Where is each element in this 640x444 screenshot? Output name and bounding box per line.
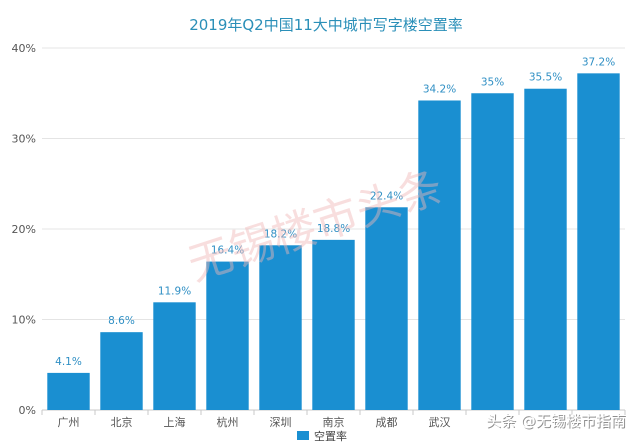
- bars: [47, 73, 620, 411]
- y-tick-label: 0%: [19, 404, 36, 417]
- y-tick-label: 40%: [12, 42, 36, 55]
- bar: [153, 302, 196, 410]
- data-label: 18.2%: [264, 228, 297, 240]
- source-credit: 头条 @无锡楼市指南: [486, 412, 626, 430]
- bar: [312, 239, 355, 410]
- legend-label: 空置率: [314, 429, 347, 443]
- data-label: 37.2%: [582, 56, 615, 68]
- y-axis: 0% 10% 20% 30% 40%: [12, 42, 36, 417]
- x-tick-label: 武汉: [429, 416, 451, 429]
- data-label: 35.5%: [529, 72, 562, 84]
- data-label: 8.6%: [108, 315, 135, 327]
- data-label: 4.1%: [55, 356, 82, 368]
- bar: [259, 245, 302, 410]
- data-label: 34.2%: [423, 83, 456, 95]
- bar: [418, 100, 461, 411]
- bar: [524, 88, 567, 410]
- value-labels: 4.1% 8.6% 11.9% 16.4% 18.2% 18.8% 22.4% 34.2% 35…: [55, 56, 615, 368]
- bar: [47, 372, 90, 410]
- x-tick-label: 上海: [164, 415, 186, 429]
- chart-title: 2019年Q2中国11大中城市写字楼空置率: [189, 16, 463, 34]
- bar: [206, 261, 249, 410]
- x-tick-label: 深圳: [270, 416, 292, 429]
- x-tick-label: 成都: [376, 416, 398, 429]
- data-label: 22.4%: [370, 190, 403, 202]
- bar: [365, 207, 408, 410]
- x-tick-label: 广州: [58, 416, 80, 429]
- x-axis: 广州 北京 上海 杭州 深圳 南京 成都 武汉: [41, 410, 626, 429]
- legend-swatch: [297, 431, 309, 440]
- bar: [471, 93, 514, 410]
- data-label: 16.4%: [211, 245, 244, 257]
- legend: 空置率: [297, 429, 347, 443]
- data-label: 35%: [481, 76, 504, 88]
- data-label: 18.8%: [317, 223, 350, 235]
- bar: [100, 332, 143, 410]
- data-label: 11.9%: [158, 285, 191, 297]
- x-tick-label: 南京: [323, 415, 345, 429]
- y-tick-label: 20%: [12, 223, 36, 236]
- source-credit-shadow: 头条 @无锡楼市指南: [487, 413, 627, 431]
- y-tick-label: 30%: [12, 133, 36, 146]
- x-tick-label: 杭州: [217, 415, 239, 429]
- y-tick-label: 10%: [12, 314, 36, 327]
- x-tick-label: 北京: [111, 415, 133, 429]
- bar: [577, 73, 620, 410]
